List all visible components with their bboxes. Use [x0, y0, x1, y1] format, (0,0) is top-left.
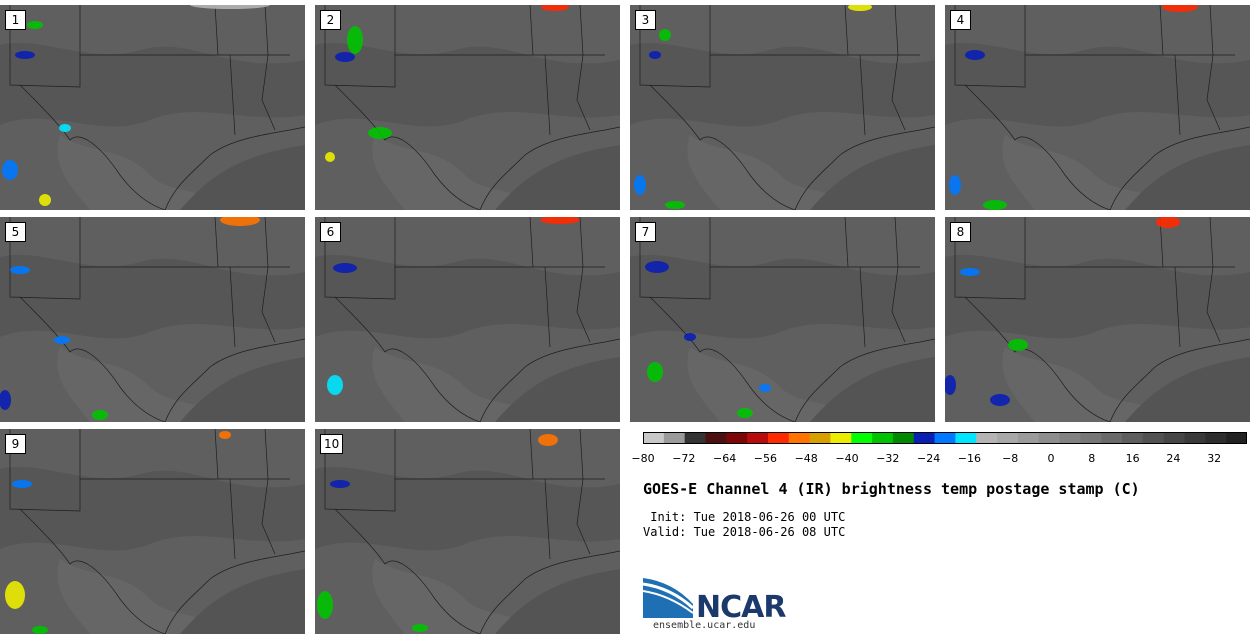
colorbar-segment [663, 432, 686, 444]
ncar-logo-text: NCAR [696, 590, 786, 625]
colorbar-segment [788, 432, 811, 444]
colorbar-tick-label: 32 [1207, 452, 1222, 465]
colorbar-tick-label: −40 [835, 452, 859, 465]
member-number-label: 7 [635, 222, 656, 242]
colorbar-segment [830, 432, 852, 444]
colorbar-tick-label: −72 [672, 452, 696, 465]
ensemble-member-panel: 8 [945, 217, 1250, 422]
member-number-label: 1 [5, 10, 26, 30]
member-number-label: 4 [950, 10, 971, 30]
valid-time: Valid: Tue 2018-06-26 08 UTC [643, 525, 846, 539]
colorbar-segment [747, 432, 769, 444]
member-number-label: 3 [635, 10, 656, 30]
member-number-label: 5 [5, 222, 26, 242]
colorbar-tick-label: −32 [876, 452, 900, 465]
ncar-logo-icon [643, 578, 695, 618]
member-number-label: 6 [320, 222, 341, 242]
colorbar-segment [1059, 432, 1081, 444]
ensemble-member-panel: 6 [315, 217, 620, 422]
member-number-label: 9 [5, 434, 26, 454]
colorbar-segment [955, 432, 977, 444]
colorbar-segment [809, 432, 831, 444]
colorbar-segment [851, 432, 873, 444]
colorbar-tick-label: −48 [794, 452, 818, 465]
colorbar-segment [1226, 432, 1247, 444]
colorbar-segment [1184, 432, 1206, 444]
ensemble-member-panel: 9 [0, 429, 305, 634]
colorbar-tick-label: −8 [1002, 452, 1019, 465]
colorbar-tick-label: 16 [1125, 452, 1140, 465]
colorbar-segment [997, 432, 1019, 444]
colorbar-tick-label: 24 [1166, 452, 1181, 465]
colorbar-tick-label: 0 [1047, 452, 1055, 465]
colorbar-segment [1101, 432, 1123, 444]
colorbar-segment [684, 432, 706, 444]
colorbar-segment [892, 432, 915, 444]
colorbar-segment [1163, 432, 1186, 444]
member-number-label: 8 [950, 222, 971, 242]
member-number-label: 2 [320, 10, 341, 30]
colorbar-segment [705, 432, 727, 444]
colorbar-tick-label: −24 [916, 452, 941, 465]
colorbar-segment [976, 432, 998, 444]
colorbar-tick-label: −80 [631, 452, 655, 465]
colorbar-tick-label: −16 [957, 452, 981, 465]
colorbar-segment [934, 432, 956, 444]
colorbar-segment [1038, 432, 1061, 444]
member-number-label: 10 [320, 434, 344, 454]
colorbar-segment [726, 432, 748, 444]
colorbar-segment [1205, 432, 1227, 444]
colorbar-segment [1122, 432, 1144, 444]
ensemble-member-panel: 10 [315, 429, 620, 634]
init-time: Init: Tue 2018-06-26 00 UTC [643, 510, 846, 524]
figure-title: GOES-E Channel 4 (IR) brightness temp po… [643, 480, 1140, 498]
colorbar-segment [1080, 432, 1102, 444]
ensemble-member-panel: 1 [0, 5, 305, 210]
ensemble-member-panel: 3 [630, 5, 935, 210]
ensemble-member-panel: 7 [630, 217, 935, 422]
colorbar-segment [1017, 432, 1040, 444]
logo-url: ensemble.ucar.edu [653, 620, 756, 631]
colorbar-segment [872, 432, 894, 444]
temperature-colorbar [643, 432, 1247, 444]
colorbar-tick-label: −56 [753, 452, 777, 465]
colorbar-segment [767, 432, 790, 444]
colorbar-segment [913, 432, 936, 444]
colorbar-segment [1142, 432, 1165, 444]
colorbar-tick-label: −64 [712, 452, 737, 465]
ensemble-member-panel: 2 [315, 5, 620, 210]
ensemble-member-panel: 4 [945, 5, 1250, 210]
ensemble-member-panel: 5 [0, 217, 305, 422]
colorbar-tick-label: 8 [1088, 452, 1096, 465]
colorbar-segment [643, 432, 665, 444]
